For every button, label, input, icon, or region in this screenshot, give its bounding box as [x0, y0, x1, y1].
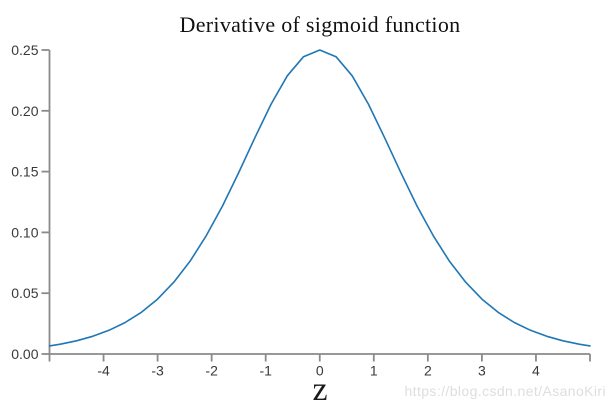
y-tick-label: 0.20	[11, 103, 38, 119]
y-tick-label: 0.05	[11, 285, 38, 301]
x-tick-label: 2	[424, 363, 432, 379]
curve-line	[48, 49, 591, 347]
y-tick-label: 0.00	[11, 346, 38, 362]
chart-title: Derivative of sigmoid function	[179, 12, 461, 37]
x-tick-label: 3	[478, 363, 486, 379]
x-tick-label: -3	[151, 363, 164, 379]
y-tick-label: 0.25	[11, 42, 38, 58]
watermark: https://blog.csdn.net/AsanoKiri	[404, 383, 606, 399]
x-tick-label: -2	[205, 363, 218, 379]
x-tick-label: 1	[370, 363, 378, 379]
x-tick-label: 4	[532, 363, 540, 379]
x-tick-label: -4	[97, 363, 110, 379]
y-tick-label: 0.10	[11, 224, 38, 240]
x-tick-label: -1	[259, 363, 272, 379]
y-tick-label: 0.15	[11, 164, 38, 180]
x-tick-label: 0	[316, 363, 324, 379]
x-axis-label: z	[312, 371, 328, 408]
